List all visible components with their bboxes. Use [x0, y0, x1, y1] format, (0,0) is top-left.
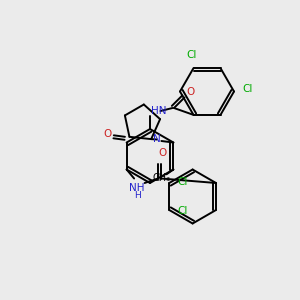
Text: Cl: Cl — [242, 83, 253, 94]
Text: O: O — [104, 129, 112, 140]
Text: N: N — [153, 134, 161, 145]
Text: Cl: Cl — [178, 206, 188, 217]
Text: HN: HN — [152, 106, 167, 116]
Text: Cl: Cl — [178, 176, 188, 187]
Text: O: O — [186, 86, 195, 97]
Text: CH₃: CH₃ — [153, 173, 171, 183]
Text: O: O — [158, 148, 167, 158]
Text: Cl: Cl — [187, 50, 197, 60]
Text: H: H — [134, 191, 140, 200]
Text: NH: NH — [129, 183, 145, 193]
